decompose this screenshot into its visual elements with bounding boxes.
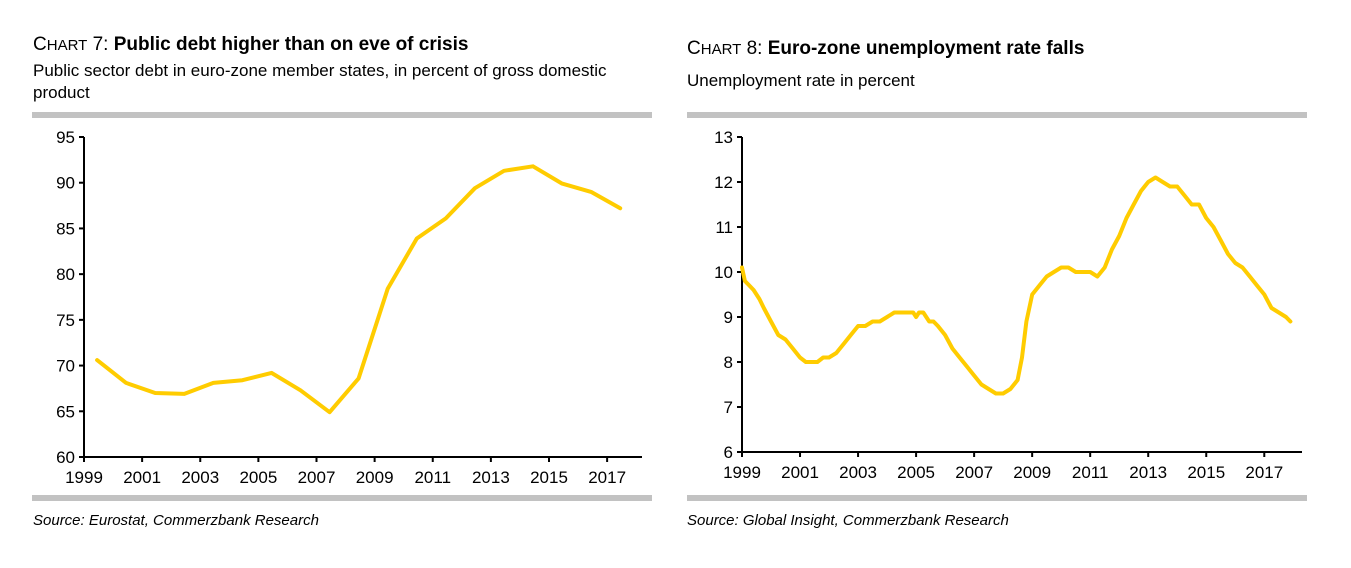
y-tick-label: 60 — [56, 448, 75, 467]
y-tick-label: 95 — [56, 128, 75, 147]
x-tick-label: 2013 — [472, 468, 510, 487]
y-tick-label: 75 — [56, 311, 75, 330]
x-tick-label: 2003 — [181, 468, 219, 487]
x-tick-label: 2005 — [239, 468, 277, 487]
chart-8-top-rule — [687, 112, 1307, 118]
chart-8-subtitle: Unemployment rate in percent — [687, 71, 915, 90]
chart-7-title: CHART 7: Public debt higher than on eve … — [33, 34, 468, 56]
y-tick-label: 11 — [715, 218, 733, 237]
chart-8-plot: 6 7 8 9 10 11 12 13 1999 2001 2003 2005 2007 2009 2011… — [714, 128, 1302, 482]
chart-7-label: CHART 7: — [33, 34, 109, 55]
x-tick-label: 1999 — [65, 468, 103, 487]
y-tick-label: 12 — [714, 173, 733, 192]
x-tick-label: 1999 — [723, 463, 761, 482]
x-tick-label: 2017 — [1245, 463, 1283, 482]
x-tick-label: 2011 — [1072, 463, 1109, 482]
chart-8-title-text: Euro-zone unemployment rate falls — [767, 38, 1085, 59]
y-tick-label: 70 — [56, 357, 75, 376]
y-tick-label: 9 — [724, 308, 733, 327]
x-tick-label: 2015 — [1187, 463, 1225, 482]
chart-7-subtitle: Public sector debt in euro-zone member s… — [33, 61, 607, 102]
chart-7-source: Source: Eurostat, Commerzbank Research — [33, 512, 319, 529]
series-line — [95, 164, 623, 415]
chart-7-plot: 60 65 70 75 80 85 90 95 1999 2001 2003 2005 2007 2009… — [56, 128, 642, 487]
y-tick-label: 65 — [56, 402, 75, 421]
chart-8-bottom-rule — [687, 495, 1307, 501]
y-tick-label: 13 — [714, 128, 733, 147]
y-tick-label: 85 — [56, 219, 75, 238]
x-tick-label: 2017 — [588, 468, 626, 487]
y-tick-label: 7 — [724, 398, 733, 417]
x-tick-label: 2009 — [356, 468, 394, 487]
y-tick-label: 90 — [56, 174, 75, 193]
x-tick-label: 2001 — [781, 463, 819, 482]
chart-7-top-rule — [32, 112, 652, 118]
x-tick-label: 2007 — [955, 463, 993, 482]
x-tick-label: 2007 — [298, 468, 336, 487]
x-tick-label: 2015 — [530, 468, 568, 487]
x-tick-label: 2011 — [414, 468, 451, 487]
y-tick-label: 80 — [56, 265, 75, 284]
x-tick-label: 2013 — [1129, 463, 1167, 482]
chart-8-label: CHART 8: — [687, 38, 763, 59]
x-tick-label: 2005 — [897, 463, 935, 482]
chart-7-bottom-rule — [32, 495, 652, 501]
y-tick-label: 10 — [714, 263, 733, 282]
chart-7-title-text: Public debt higher than on eve of crisis — [113, 34, 469, 55]
chart-8-title: CHART 8: Euro-zone unemployment rate fal… — [687, 38, 1084, 60]
x-tick-label: 2003 — [839, 463, 877, 482]
x-tick-label: 2009 — [1013, 463, 1051, 482]
y-tick-label: 8 — [724, 353, 733, 372]
x-tick-label: 2001 — [123, 468, 161, 487]
series-line — [740, 175, 1293, 396]
chart-8-source: Source: Global Insight, Commerzbank Rese… — [687, 512, 1009, 529]
y-tick-label: 6 — [724, 443, 733, 462]
